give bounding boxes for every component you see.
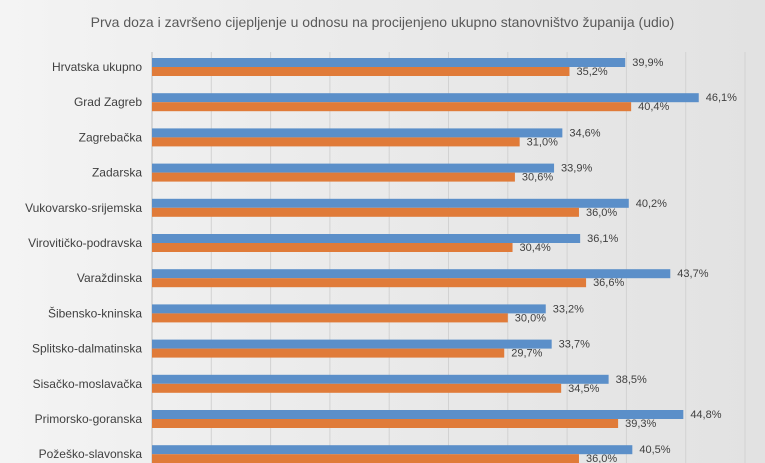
category-label: Varaždinska [77, 271, 142, 285]
category-label: Virovitičko-podravska [28, 236, 142, 250]
bar-series-1 [152, 374, 609, 384]
data-label: 38,5% [616, 374, 647, 386]
category-label: Sisačko-moslavačka [33, 377, 143, 391]
category-label: Zadarska [92, 166, 142, 180]
bar-series-2 [152, 383, 562, 393]
bar-series-2 [152, 313, 508, 323]
category-label: Grad Zagreb [74, 95, 142, 109]
data-label: 36,0% [586, 453, 617, 463]
category-label: Šibensko-kninska [48, 305, 142, 320]
data-label: 46,1% [706, 92, 737, 104]
bar-series-1 [152, 269, 671, 279]
bar-series-2 [152, 243, 513, 252]
bar-series-2 [152, 278, 587, 288]
data-label: 39,9% [632, 57, 663, 69]
data-label: 34,6% [569, 127, 600, 139]
category-label: Zagrebačka [79, 130, 143, 144]
data-label: 33,7% [559, 339, 590, 351]
data-label: 30,4% [520, 242, 551, 254]
chart-title: Prva doza i završeno cijepljenje u odnos… [90, 14, 675, 30]
data-label: 40,5% [639, 444, 670, 456]
data-label: 36,6% [593, 277, 624, 289]
bar-series-2 [152, 454, 579, 463]
data-label: 43,7% [677, 268, 708, 280]
category-label: Splitsko-dalmatinska [32, 342, 142, 356]
data-label: 36,1% [587, 233, 618, 245]
category-label: Požeško-slavonska [39, 447, 143, 461]
bar-series-2 [152, 102, 632, 112]
data-label: 31,0% [527, 136, 558, 148]
bar-series-2 [152, 348, 505, 358]
bar-series-1 [152, 445, 633, 455]
bar-series-1 [152, 93, 699, 103]
bar-series-1 [152, 163, 555, 173]
category-label: Primorsko-goranska [35, 412, 143, 426]
bar-series-2 [152, 67, 570, 76]
data-label: 39,3% [625, 418, 656, 430]
data-label: 30,0% [515, 312, 546, 324]
data-label: 40,4% [638, 101, 669, 113]
bar-series-1 [152, 304, 546, 314]
bar-series-1 [152, 410, 684, 419]
data-label: 34,5% [568, 383, 599, 395]
bar-series-1 [152, 58, 626, 67]
data-label: 33,9% [561, 163, 592, 175]
bar-series-1 [152, 339, 552, 349]
bar-series-2 [152, 172, 515, 182]
category-label: Hrvatska ukupno [52, 60, 142, 74]
data-label: 44,8% [690, 409, 721, 421]
data-label: 40,2% [636, 198, 667, 210]
bar-series-2 [152, 137, 520, 147]
data-label: 29,7% [511, 348, 542, 360]
data-label: 33,2% [553, 303, 584, 315]
category-label: Vukovarsko-srijemska [25, 201, 142, 215]
data-label: 36,0% [586, 207, 617, 219]
data-label: 30,6% [522, 172, 553, 184]
bar-series-1 [152, 234, 581, 243]
bar-series-2 [152, 419, 619, 428]
data-label: 35,2% [576, 66, 607, 78]
bar-series-1 [152, 198, 629, 208]
bar-series-2 [152, 207, 579, 217]
bar-series-1 [152, 128, 563, 138]
